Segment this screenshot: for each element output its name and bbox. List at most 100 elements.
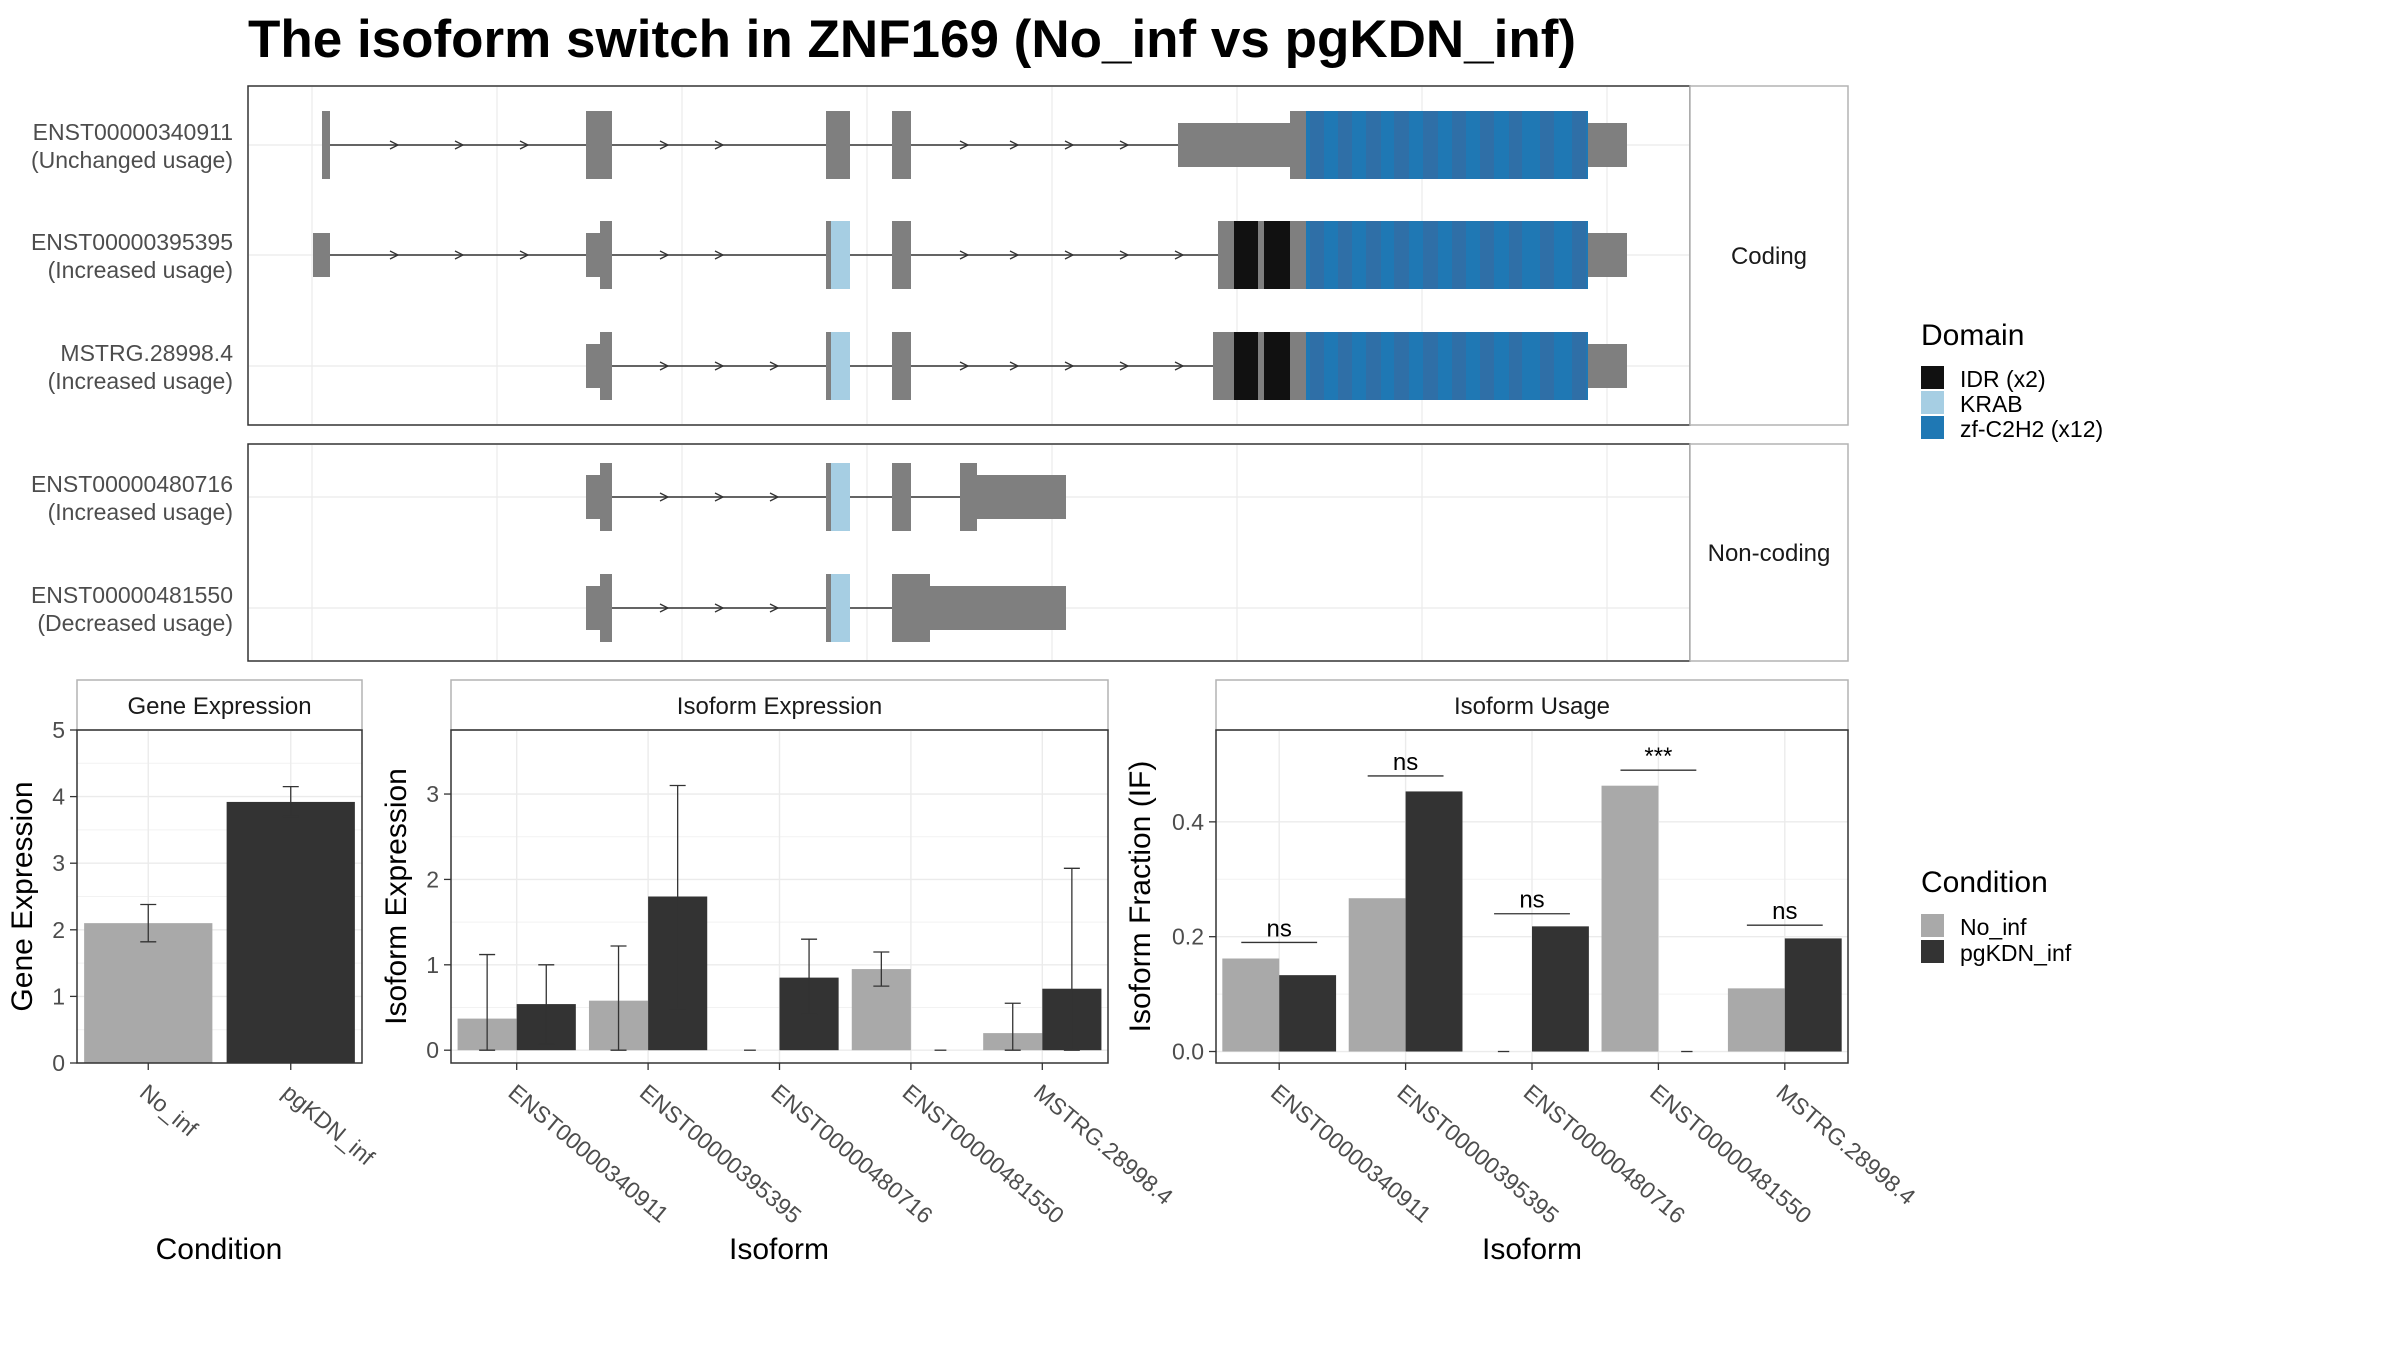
facet-label-coding: Coding [1731,243,1807,270]
legend-key-krab [1921,391,1944,414]
structure-panel-coding: Coding [247,85,1849,426]
bar [1348,898,1406,1052]
exon-block [586,233,600,277]
facet-strip-coding [1689,85,1849,426]
isoform-label-id: MSTRG.28998.4 [60,340,233,366]
structure-tracks-noncoding [586,463,1066,642]
intron-arrow [1119,361,1130,371]
legend-key-no-inf [1921,914,1944,937]
exon-block [586,111,612,179]
structure-panel-noncoding: Non-coding [247,443,1849,662]
intron-arrow [769,361,780,371]
exon-block [586,586,600,630]
domain-krab [831,463,850,531]
intron-arrow [714,140,725,150]
legend-key-idr [1921,366,1944,389]
domain-zf-c2h2-stripe [1572,221,1586,289]
isoform-label-usage: (Increased usage) [48,368,233,394]
significance-label: ns [1393,749,1418,776]
exon-block [600,463,612,531]
y-tick-label: 0.2 [1172,924,1204,950]
intron-arrow [714,603,725,613]
domain-zf-c2h2-stripe [1452,332,1466,400]
domain-zf-c2h2-stripe [1366,221,1381,289]
exon-block [586,475,600,519]
x-axis-title: Isoform [1482,1233,1582,1266]
x-axis-title: Condition [156,1233,283,1266]
domain-zf-c2h2-stripe [1394,332,1409,400]
exon-block [960,463,977,531]
exon-block [1588,123,1627,167]
x-tick-label: MSTRG.28998.4 [1029,1079,1178,1210]
significance-label: ns [1772,898,1797,925]
panel-title: Gene Expression [127,693,311,720]
figure-title: The isoform switch in ZNF169 (No_inf vs … [248,10,1576,69]
domain-zf-c2h2-stripe [1338,221,1352,289]
legend-key-zf [1921,416,1944,439]
domain-zf-c2h2-stripe [1509,111,1522,179]
y-tick-label: 4 [52,784,65,810]
intron-arrow [1119,250,1130,260]
exon-block [892,463,911,531]
domain-zf-c2h2-stripe [1480,111,1494,179]
y-axis-title: Gene Expression [6,781,39,1011]
domain-zf-c2h2-stripe [1310,221,1324,289]
significance-label: ns [1267,915,1292,942]
intron-arrow [769,492,780,502]
domain-zf-c2h2-stripe [1338,332,1352,400]
exon-block [1588,344,1627,388]
intron-arrow [659,361,670,371]
intron-arrow [1009,250,1020,260]
intron-arrow [769,603,780,613]
structure-tracks-coding [313,111,1627,400]
significance-label: *** [1644,743,1672,770]
isoform-label-usage: (Unchanged usage) [31,147,233,173]
domain-zf-c2h2-stripe [1338,111,1352,179]
y-axis-title: Isoform Fraction (IF) [1124,761,1157,1033]
domain-idr [1264,221,1290,289]
domain-zf-c2h2-stripe [1540,332,1554,400]
domain-zf-c2h2-stripe [1540,221,1554,289]
domain-idr [1234,221,1258,289]
domain-zf-c2h2-stripe [1509,332,1522,400]
domain-zf-c2h2-stripe [1394,111,1409,179]
intron-arrow [1119,140,1130,150]
intron-arrow [659,492,670,502]
domain-idr [1234,332,1258,400]
domain-zf-c2h2-stripe [1366,332,1381,400]
intron-arrow [1174,250,1185,260]
domain-zf-c2h2-stripe [1423,111,1438,179]
domain-zf-c2h2-stripe [1572,332,1586,400]
bar [1601,785,1659,1052]
panel-title: Isoform Expression [677,693,882,720]
bar [1532,926,1589,1052]
intron-arrow [1064,140,1075,150]
exon-block [313,233,330,277]
intron-arrow [714,361,725,371]
intron-arrow [659,603,670,613]
exon-block [322,111,330,179]
domain-krab [831,332,850,400]
condition-legend: Condition No_inf pgKDN_inf [1921,866,2072,966]
exon-block [892,332,911,400]
legend-label-no-inf: No_inf [1960,914,2027,940]
y-tick-label: 2 [52,917,65,943]
condition-legend-title: Condition [1921,866,2048,899]
domain-zf-c2h2-stripe [1394,221,1409,289]
exon-block [892,111,911,179]
exon-block [600,574,612,642]
isoform-label-id: ENST00000340911 [33,119,233,145]
domain-zf-c2h2-stripe [1310,332,1324,400]
exon-block [930,586,1066,630]
y-tick-label: 1 [52,983,65,1009]
domain-zf-c2h2-stripe [1572,111,1586,179]
isoform-label-id: ENST00000480716 [31,471,233,497]
domain-zf-c2h2-stripe [1452,111,1466,179]
domain-zf-c2h2-stripe [1480,221,1494,289]
exon-block [600,332,612,400]
intron-arrow [454,250,465,260]
y-tick-label: 1 [426,952,439,978]
domain-zf-c2h2-stripe [1452,221,1466,289]
isoform-label-usage: (Decreased usage) [37,610,233,636]
